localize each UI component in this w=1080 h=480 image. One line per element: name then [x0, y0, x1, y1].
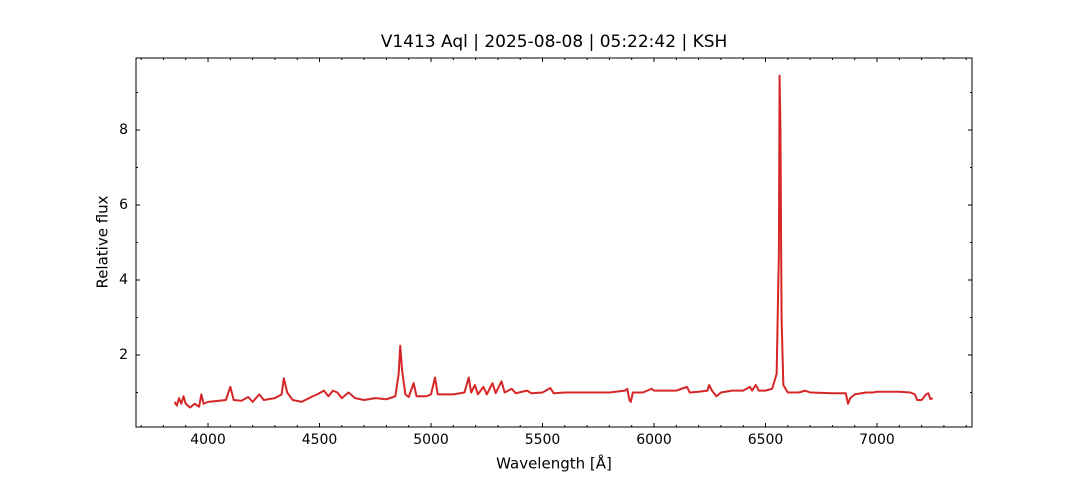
x-tick-label: 4000: [190, 432, 226, 448]
y-tick-label: 6: [119, 197, 128, 213]
x-tick-label: 6500: [748, 432, 784, 448]
x-tick-label: 5000: [413, 432, 449, 448]
x-tick-label: 6000: [636, 432, 672, 448]
spectrum-line: [173, 74, 934, 409]
chart-title: V1413 Aql | 2025-08-08 | 05:22:42 | KSH: [381, 32, 728, 52]
x-tick-label: 7000: [859, 432, 895, 448]
x-tick-label: 4500: [302, 432, 338, 448]
y-tick-label: 8: [119, 122, 128, 138]
y-axis-label: Relative flux: [94, 195, 112, 288]
x-tick-label: 5500: [525, 432, 561, 448]
y-tick-label: 2: [119, 347, 128, 363]
x-axis-label: Wavelength [Å]: [496, 454, 612, 473]
y-tick-label: 4: [119, 272, 128, 288]
